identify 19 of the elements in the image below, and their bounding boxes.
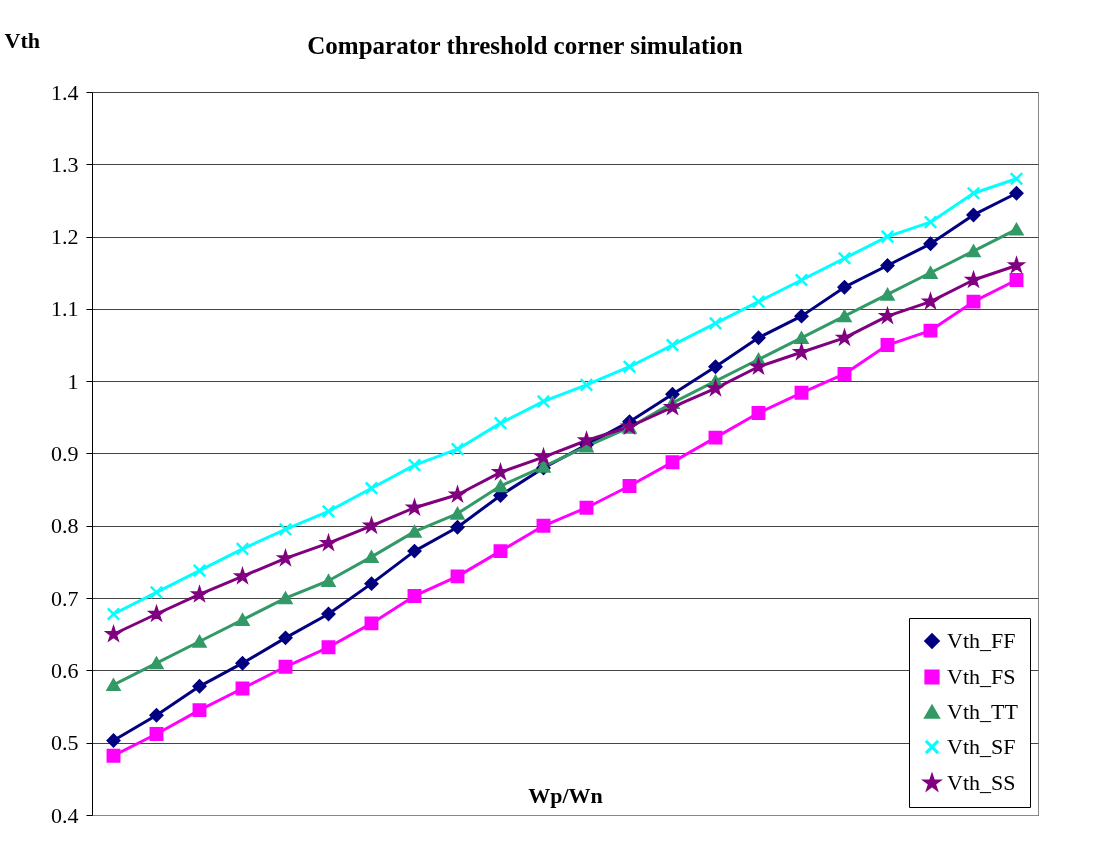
y-tick-label: 0.6	[51, 657, 79, 683]
y-tick-label: 1.4	[51, 79, 79, 105]
y-tick-label: 0.4	[51, 802, 79, 828]
y-tick-label: 0.9	[51, 441, 79, 466]
legend-label: Vth_SS	[947, 770, 1016, 795]
legend-label: Vth_FS	[947, 664, 1016, 689]
y-tick-label: 0.8	[51, 513, 79, 539]
y-tick-label: 1	[67, 368, 79, 394]
legend-label: Vth_TT	[947, 699, 1019, 724]
legend-label: Vth_SF	[947, 734, 1016, 759]
x-axis-title: Wp/Wn	[528, 782, 603, 808]
y-tick-label: 1.2	[51, 224, 79, 250]
chart-title: Comparator threshold corner simulation	[307, 32, 743, 59]
y-tick-label: 0.5	[51, 730, 79, 756]
y-tick-label: 1.3	[51, 151, 79, 177]
y-tick-label: 1.1	[51, 296, 79, 322]
y-axis-title: Vth	[4, 27, 40, 53]
legend-label: Vth_FF	[947, 628, 1016, 653]
y-tick-label: 0.7	[51, 585, 79, 611]
